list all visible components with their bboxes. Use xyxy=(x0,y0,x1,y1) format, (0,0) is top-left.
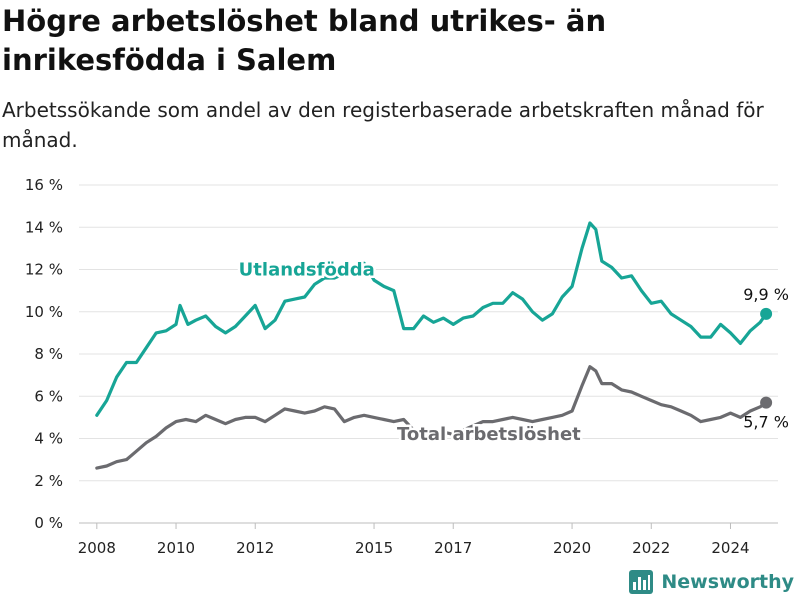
chart-subtitle: Arbetssökande som andel av den registerb… xyxy=(2,98,764,152)
y-tick-label: 2 % xyxy=(34,472,63,490)
chart-title: Högre arbetslöshet bland utrikes- än inr… xyxy=(2,4,607,77)
series-line-total xyxy=(95,365,768,470)
series-line-foreign xyxy=(95,221,768,417)
newsworthy-logo-icon xyxy=(629,570,654,594)
y-tick-label: 4 % xyxy=(34,430,63,448)
y-tick-label: 12 % xyxy=(25,261,63,279)
series-label-total: Total arbetslöshet xyxy=(397,424,581,445)
y-tick-label: 10 % xyxy=(25,303,63,321)
series-label-foreign: Utlandsfödda xyxy=(239,260,375,281)
y-tick-label: 0 % xyxy=(34,514,63,532)
x-tick-label: 2010 xyxy=(157,539,195,557)
brand: Newsworthy xyxy=(629,570,794,594)
x-axis: 2008 2010 2012 2015 2017 2020 2022 2024 xyxy=(78,523,750,557)
end-label-foreign: 9,9 % xyxy=(743,285,789,304)
x-tick-label: 2015 xyxy=(355,539,393,557)
x-tick-label: 2008 xyxy=(78,539,116,557)
end-point-foreign xyxy=(760,307,773,320)
y-tick-label: 16 % xyxy=(25,176,63,194)
x-tick-label: 2024 xyxy=(711,539,749,557)
y-tick-label: 14 % xyxy=(25,218,63,236)
end-label-total: 5,7 % xyxy=(743,413,789,432)
y-axis-ticks: 0 % 2 % 4 % 6 % 8 % 10 % 12 % 14 % 16 % xyxy=(25,176,63,532)
series-lines xyxy=(95,221,773,470)
end-point-total xyxy=(760,396,773,409)
x-tick-label: 2012 xyxy=(236,539,274,557)
x-tick-label: 2022 xyxy=(632,539,670,557)
gridlines xyxy=(79,184,778,524)
x-tick-label: 2020 xyxy=(553,539,591,557)
y-tick-label: 8 % xyxy=(34,345,63,363)
y-tick-label: 6 % xyxy=(34,387,63,405)
brand-name: Newsworthy xyxy=(661,571,794,593)
x-tick-label: 2017 xyxy=(434,539,472,557)
series-labels: Utlandsfödda Total arbetslöshet 9,9 % 5,7 % xyxy=(236,257,789,448)
